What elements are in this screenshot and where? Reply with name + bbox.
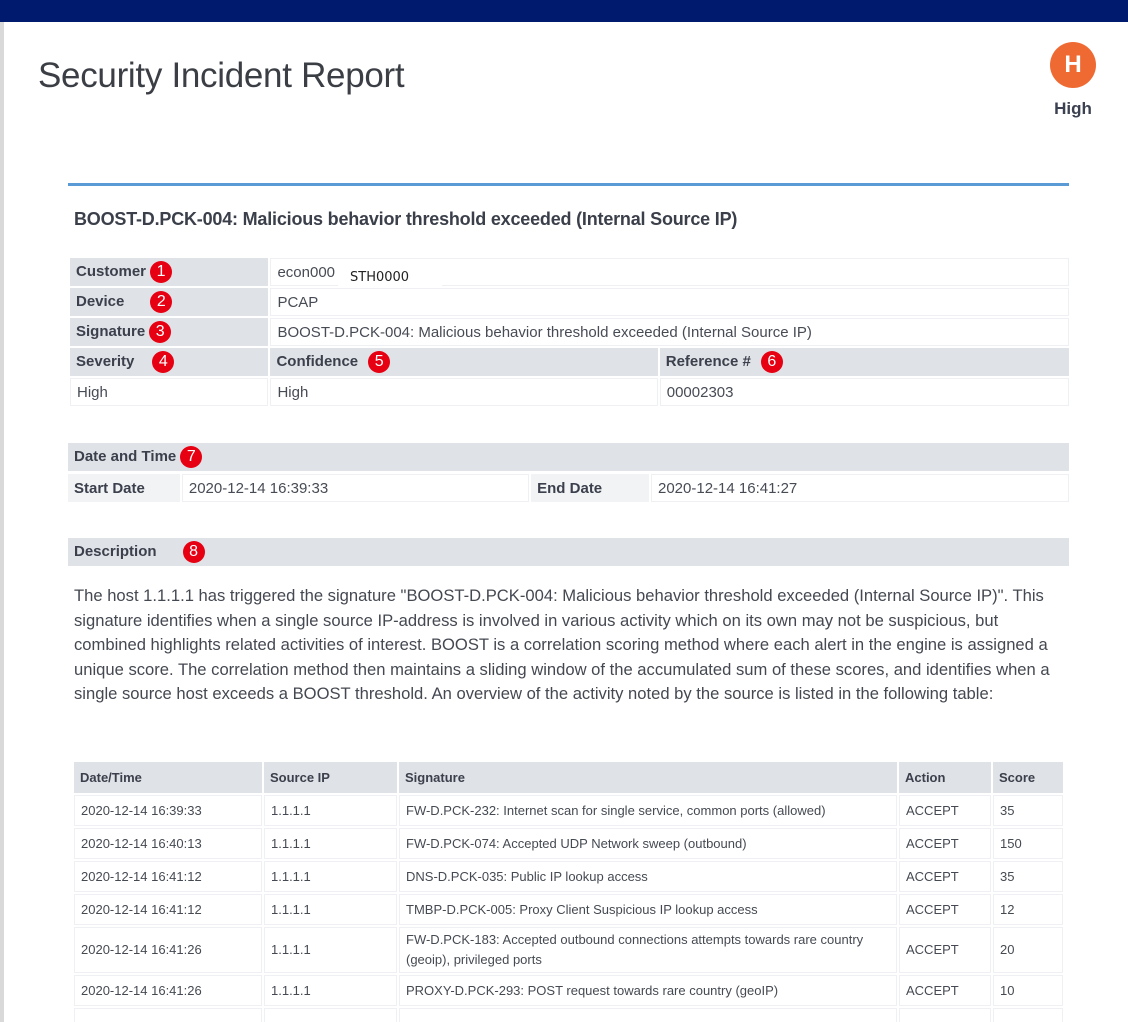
cell-empty <box>399 1008 897 1022</box>
severity-label: Severity 4 <box>70 348 269 376</box>
start-date-label: Start Date <box>68 474 180 502</box>
cell-action: ACCEPT <box>899 894 991 925</box>
col-signature: Signature <box>399 762 897 793</box>
cell-source-ip: 1.1.1.1 <box>264 927 397 973</box>
table-row: 2020-12-14 16:41:12 1.1.1.1 DNS-D.PCK-03… <box>74 861 1063 892</box>
cell-score: 10 <box>993 975 1063 1006</box>
customer-label: Customer 1 <box>70 258 269 286</box>
severity-high-icon: H <box>1050 42 1096 88</box>
cell-signature: PROXY-D.PCK-293: POST request towards ra… <box>399 975 897 1006</box>
cell-source-ip: 1.1.1.1 <box>264 828 397 859</box>
customer-redaction-overlay: STH0000 <box>338 265 442 288</box>
severity-badge-label: High <box>1054 99 1092 118</box>
cell-score: 20 <box>993 927 1063 973</box>
reference-label: Reference #6 <box>659 348 1069 376</box>
date-time-table: Start Date 2020-12-14 16:39:33 End Date … <box>66 472 1071 504</box>
severity-value: High <box>70 378 269 406</box>
confidence-label: Confidence 5 <box>270 348 658 376</box>
cell-empty <box>74 1008 262 1022</box>
cell-datetime: 2020-12-14 16:41:26 <box>74 927 262 973</box>
cell-signature: FW-D.PCK-074: Accepted UDP Network sweep… <box>399 828 897 859</box>
events-header-row: Date/Time Source IP Signature Action Sco… <box>74 762 1063 793</box>
cell-empty <box>993 1008 1063 1022</box>
events-table: Date/Time Source IP Signature Action Sco… <box>72 760 1065 1022</box>
table-row: 2020-12-14 16:41:26 1.1.1.1 PROXY-D.PCK-… <box>74 975 1063 1006</box>
table-row: 2020-12-14 16:40:13 1.1.1.1 FW-D.PCK-074… <box>74 828 1063 859</box>
end-date-value: 2020-12-14 16:41:27 <box>650 474 1069 502</box>
reference-value: 00002303 <box>659 378 1069 406</box>
severity-value-row: High High 00002303 <box>70 378 1069 406</box>
marker-5: 5 <box>368 351 391 373</box>
cell-action: ACCEPT <box>899 927 991 973</box>
severity-badge: H <box>1049 42 1097 88</box>
description-header: Description 8 <box>68 538 1069 566</box>
cell-empty <box>899 1008 991 1022</box>
table-row: 2020-12-14 16:39:33 1.1.1.1 FW-D.PCK-232… <box>74 795 1063 826</box>
col-source-ip: Source IP <box>264 762 397 793</box>
cell-signature: DNS-D.PCK-035: Public IP lookup access <box>399 861 897 892</box>
marker-4: 4 <box>152 351 175 373</box>
cell-datetime: 2020-12-14 16:41:12 <box>74 894 262 925</box>
signature-row: Signature 3 BOOST-D.PCK-004: Malicious be… <box>70 318 1069 346</box>
end-date-label: End Date <box>531 474 649 502</box>
signature-heading: BOOST-D.PCK-004: Malicious behavior thre… <box>74 209 738 229</box>
cell-datetime: 2020-12-14 16:41:12 <box>74 861 262 892</box>
cell-score: 12 <box>993 894 1063 925</box>
table-row: 2020-12-14 16:41:26 1.1.1.1 FW-D.PCK-183… <box>74 927 1063 973</box>
marker-7: 7 <box>180 446 203 469</box>
device-value: PCAP <box>270 288 1069 316</box>
cell-datetime: 2020-12-14 16:39:33 <box>74 795 262 826</box>
cell-action: ACCEPT <box>899 795 991 826</box>
marker-8: 8 <box>182 541 205 564</box>
cell-action: ACCEPT <box>899 975 991 1006</box>
col-action: Action <box>899 762 991 793</box>
col-datetime: Date/Time <box>74 762 262 793</box>
marker-1: 1 <box>150 261 173 283</box>
marker-2: 2 <box>150 291 173 313</box>
cell-empty <box>264 1008 397 1022</box>
page-title: Security Incident Report <box>38 56 405 95</box>
left-border <box>0 22 4 1022</box>
cell-source-ip: 1.1.1.1 <box>264 894 397 925</box>
marker-3: 3 <box>149 321 172 343</box>
table-row: 2020-12-14 16:41:12 1.1.1.1 TMBP-D.PCK-0… <box>74 894 1063 925</box>
marker-6: 6 <box>760 351 783 373</box>
incident-details-table: Customer 1 econ000 Device 2 PCAP Signature… <box>68 256 1071 408</box>
date-row: Start Date 2020-12-14 16:39:33 End Date … <box>68 474 1069 502</box>
cell-datetime: 2020-12-14 16:41:26 <box>74 975 262 1006</box>
cell-source-ip: 1.1.1.1 <box>264 861 397 892</box>
cell-score: 35 <box>993 861 1063 892</box>
top-bar <box>0 0 1128 22</box>
cell-signature: TMBP-D.PCK-005: Proxy Client Suspicious … <box>399 894 897 925</box>
signature-label: Signature 3 <box>70 318 269 346</box>
cell-score: 150 <box>993 828 1063 859</box>
device-label: Device 2 <box>70 288 269 316</box>
col-score: Score <box>993 762 1063 793</box>
start-date-value: 2020-12-14 16:39:33 <box>181 474 530 502</box>
date-time-header: Date and Time 7 <box>68 443 1069 471</box>
cell-signature: FW-D.PCK-232: Internet scan for single s… <box>399 795 897 826</box>
cell-signature: FW-D.PCK-183: Accepted outbound connecti… <box>399 927 897 973</box>
description-text: The host 1.1.1.1 has triggered the signa… <box>74 586 1050 704</box>
cell-action: ACCEPT <box>899 828 991 859</box>
cell-score: 35 <box>993 795 1063 826</box>
confidence-value: High <box>270 378 658 406</box>
signature-value: BOOST-D.PCK-004: Malicious behavior thre… <box>270 318 1069 346</box>
device-row: Device 2 PCAP <box>70 288 1069 316</box>
customer-row: Customer 1 econ000 <box>70 258 1069 286</box>
severity-header-row: Severity 4 Confidence 5 Reference #6 <box>70 348 1069 376</box>
cell-source-ip: 1.1.1.1 <box>264 975 397 1006</box>
section-divider <box>68 183 1069 186</box>
cell-datetime: 2020-12-14 16:40:13 <box>74 828 262 859</box>
table-row-partial <box>74 1008 1063 1022</box>
cell-source-ip: 1.1.1.1 <box>264 795 397 826</box>
cell-action: ACCEPT <box>899 861 991 892</box>
